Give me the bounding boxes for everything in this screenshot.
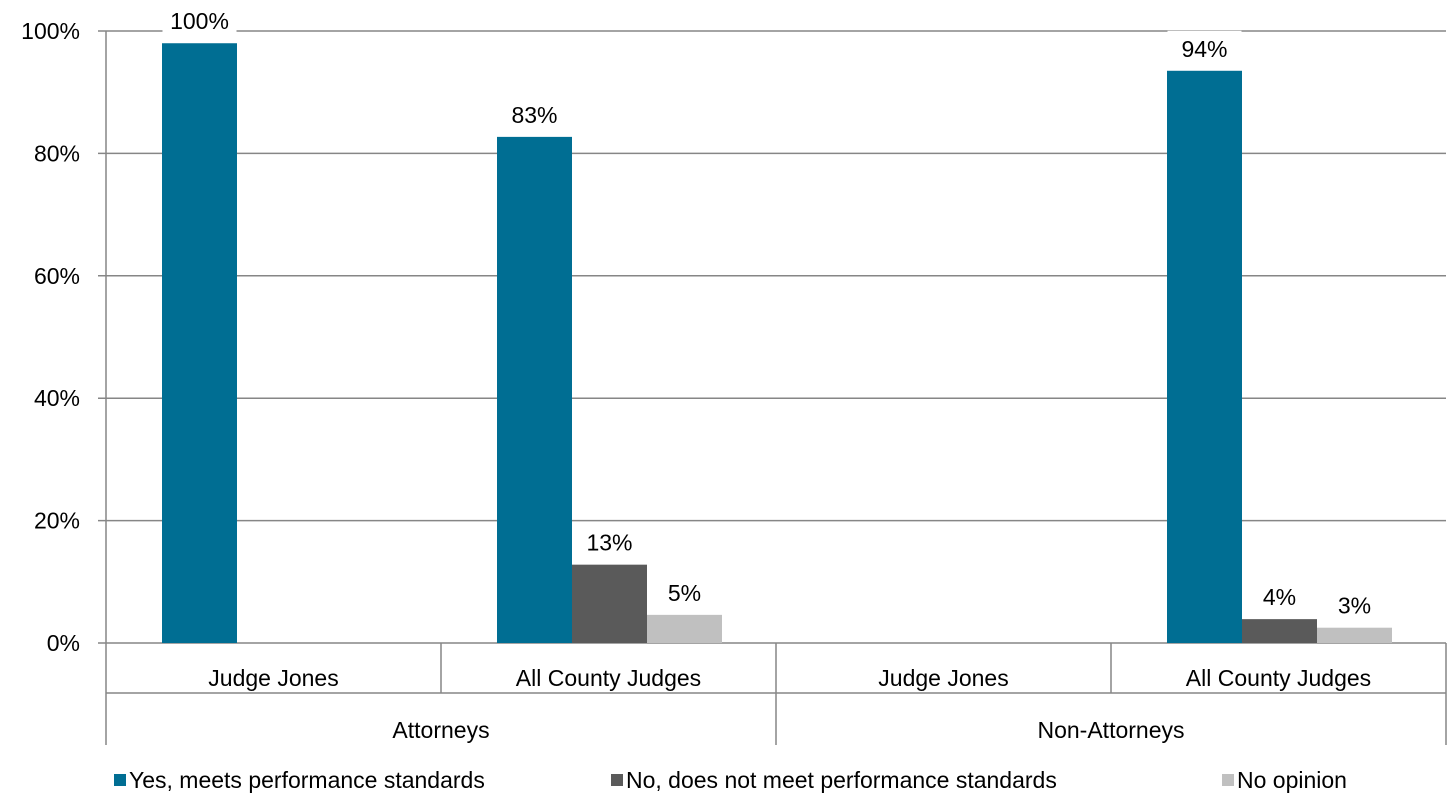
bar: [162, 43, 237, 644]
data-labels: 100% 83% 13% 5% 94% 4% 3%: [162, 3, 1392, 622]
x-category-label: Judge Jones: [208, 665, 338, 691]
bar: [572, 564, 647, 643]
data-label: 13%: [586, 530, 632, 556]
y-tick-label: 60%: [34, 263, 80, 289]
legend-swatch: [114, 774, 126, 786]
data-label-background: [162, 3, 237, 38]
data-label: 5%: [668, 580, 701, 606]
data-label-background: [497, 96, 572, 131]
y-tick-label: 80%: [34, 140, 80, 166]
data-label: 100%: [170, 8, 229, 34]
y-tick-label: 40%: [34, 385, 80, 411]
data-label-background: [647, 574, 722, 609]
x-category-label: Judge Jones: [878, 665, 1008, 691]
x-category-label: All County Judges: [516, 665, 701, 691]
x-group-label: Non-Attorneys: [1037, 717, 1184, 743]
bar: [1242, 619, 1317, 643]
bar: [1317, 627, 1392, 643]
bar: [1167, 70, 1242, 643]
data-label-background: [1167, 30, 1242, 65]
data-label: 4%: [1263, 584, 1296, 610]
bar: [497, 136, 572, 643]
legend-swatch: [1222, 774, 1234, 786]
legend-label: No, does not meet performance standards: [626, 767, 1057, 793]
data-label: 94%: [1181, 36, 1227, 62]
legend: Yes, meets performance standards No, does…: [114, 767, 1347, 793]
data-label: 83%: [511, 102, 557, 128]
x-group-label: Attorneys: [392, 717, 489, 743]
data-label-background: [572, 524, 647, 559]
data-label: 3%: [1338, 593, 1371, 619]
axes: 0% 20% 40% 60% 80% 100% Judge Jones All County …: [21, 18, 1447, 745]
data-label-background: [1317, 587, 1392, 622]
y-tick-label: 100%: [21, 18, 80, 44]
legend-label: Yes, meets performance standards: [129, 767, 485, 793]
gridlines: [98, 30, 1446, 644]
legend-label: No opinion: [1237, 767, 1347, 793]
bars: [162, 43, 1392, 644]
y-tick-label: 20%: [34, 508, 80, 534]
legend-swatch: [611, 774, 623, 786]
bar: [647, 614, 722, 643]
y-tick-label: 0%: [47, 630, 80, 656]
x-category-label: All County Judges: [1186, 665, 1371, 691]
data-label-background: [1242, 579, 1317, 614]
